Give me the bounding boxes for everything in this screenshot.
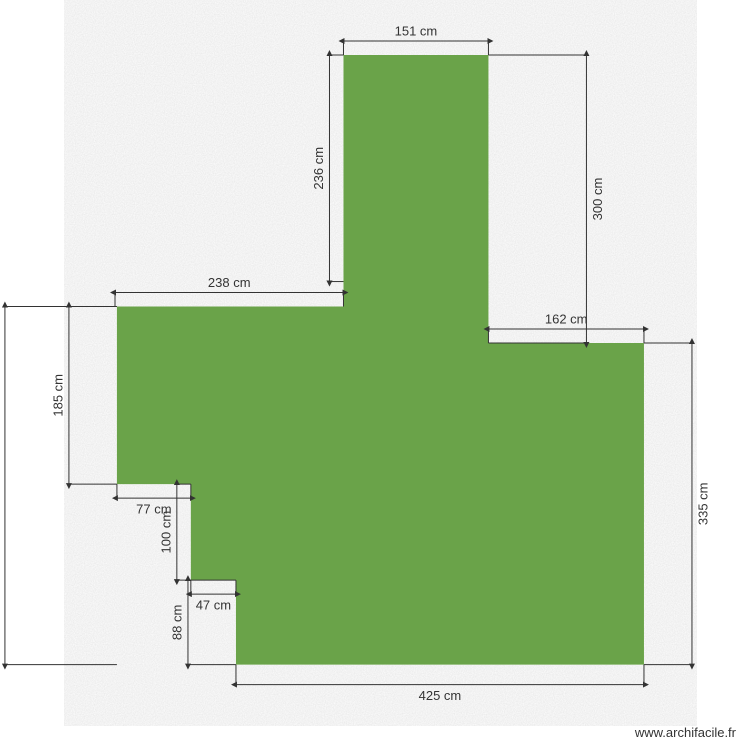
svg-text:185 cm: 185 cm xyxy=(50,374,65,417)
svg-text:88 cm: 88 cm xyxy=(169,605,184,640)
svg-text:425 cm: 425 cm xyxy=(419,688,462,703)
svg-text:236 cm: 236 cm xyxy=(311,147,326,190)
plan-shape xyxy=(117,55,644,665)
floorplan-canvas: 151 cm236 cm300 cm238 cm162 cm185 cm77 c… xyxy=(0,0,750,750)
svg-text:335 cm: 335 cm xyxy=(695,482,710,525)
svg-text:151 cm: 151 cm xyxy=(395,23,438,38)
footer-link: www.archifacile.fr xyxy=(635,725,736,740)
svg-text:238 cm: 238 cm xyxy=(208,275,251,290)
svg-text:300 cm: 300 cm xyxy=(590,178,605,221)
svg-text:162 cm: 162 cm xyxy=(545,311,588,326)
svg-text:100 cm: 100 cm xyxy=(158,511,173,554)
svg-text:47 cm: 47 cm xyxy=(196,598,231,613)
